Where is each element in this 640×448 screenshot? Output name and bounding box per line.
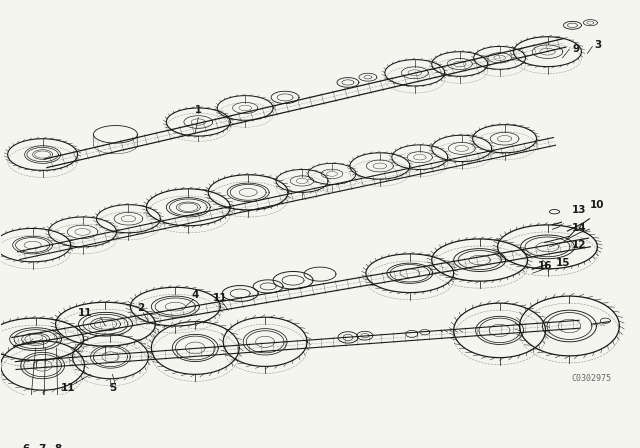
Text: 15: 15 [556,258,570,268]
Text: 12: 12 [572,240,586,250]
Text: 4: 4 [191,290,199,300]
Text: 9: 9 [572,44,580,54]
Text: 14: 14 [572,223,586,233]
Text: 8: 8 [54,444,62,448]
Text: 1: 1 [195,105,202,115]
Text: 5: 5 [109,383,116,392]
Text: 10: 10 [589,200,604,210]
Text: 11: 11 [78,308,93,318]
Text: 2: 2 [137,303,144,314]
Text: 6: 6 [22,444,30,448]
Text: 3: 3 [595,40,602,50]
Text: C0302975: C0302975 [572,374,611,383]
Text: 11: 11 [213,293,227,303]
Text: 13: 13 [572,205,586,215]
Text: 7: 7 [38,444,46,448]
Text: 11: 11 [61,383,76,392]
Text: 16: 16 [538,261,552,271]
